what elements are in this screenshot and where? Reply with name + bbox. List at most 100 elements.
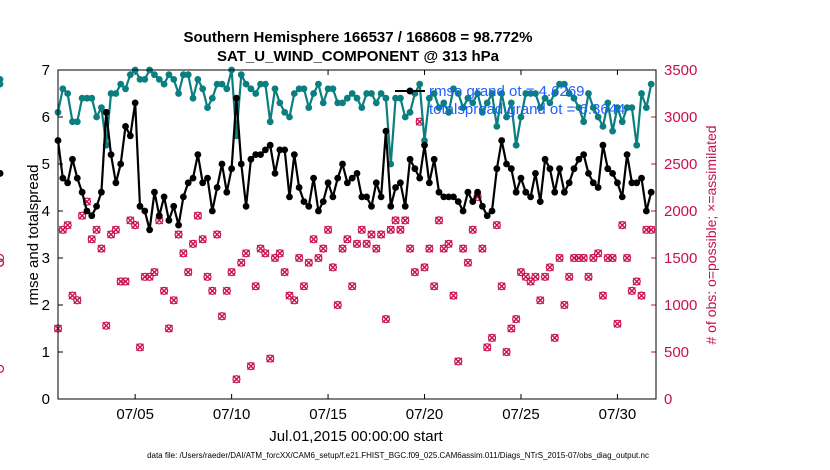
obs-possible-point xyxy=(232,375,241,384)
rmse-point xyxy=(527,193,535,201)
obs-possible-point xyxy=(521,272,530,281)
totalspread-point xyxy=(401,113,409,121)
rmse-point xyxy=(507,165,515,173)
totalspread-point xyxy=(107,90,115,97)
obs-possible-point xyxy=(545,263,555,272)
obs-assimilated-point xyxy=(319,244,328,253)
obs-possible-point xyxy=(193,211,202,220)
rmse-point xyxy=(126,132,134,140)
rmse-point xyxy=(483,212,491,220)
obs-assimilated-point xyxy=(536,296,545,305)
totalspread-point xyxy=(397,94,404,102)
rmse-point xyxy=(242,202,250,210)
y-axis-right: 0 500 1000 1500 2000 2500 3000 3500 xyxy=(651,62,697,408)
obs-possible-point xyxy=(270,253,280,263)
rmse-point xyxy=(122,123,129,130)
obs-assimilated-point xyxy=(362,239,371,248)
obs-assimilated-point xyxy=(232,375,241,384)
totalspread-point xyxy=(290,90,298,97)
rmse-point xyxy=(261,146,269,154)
totalspread-point xyxy=(609,127,616,135)
rmse-point xyxy=(218,160,226,168)
obs-possible-point xyxy=(295,253,304,263)
obs-possible-point xyxy=(92,225,101,234)
obs-assimilated-point xyxy=(391,216,400,225)
rmse-point xyxy=(464,188,472,196)
obs-possible-point xyxy=(106,230,116,239)
rmse-point xyxy=(78,188,86,196)
totalspread-point xyxy=(339,99,346,107)
rmse-point xyxy=(189,174,197,182)
totalspread-point xyxy=(353,94,361,102)
obs-possible-point xyxy=(579,253,588,263)
totalspread-point xyxy=(310,90,317,97)
obs-assimilated-point xyxy=(184,268,193,277)
obs-possible-point xyxy=(319,244,328,253)
obs-possible-point xyxy=(121,277,130,286)
rmse-point xyxy=(478,202,486,210)
x-tick-label: 07/30 xyxy=(599,406,637,423)
obs-assimilated-point xyxy=(193,211,202,220)
obs-possible-point xyxy=(594,249,603,258)
totalspread-point xyxy=(532,90,539,97)
obs-possible-point xyxy=(323,225,333,234)
obs-possible-point xyxy=(483,343,492,352)
obs-possible-point xyxy=(637,291,646,300)
totalspread-point xyxy=(98,104,105,111)
rmse-point xyxy=(536,198,544,206)
obs-assimilated-point xyxy=(502,348,511,356)
totalspread-point xyxy=(179,71,187,79)
obs-assimilated-point xyxy=(251,282,260,291)
obs-possible-point xyxy=(237,258,246,267)
obs-possible-point xyxy=(512,315,521,324)
obs-assimilated-point xyxy=(309,235,318,244)
obs-possible-point xyxy=(150,268,159,277)
rmse-point xyxy=(604,165,612,173)
totalspread-point xyxy=(204,104,211,111)
totalspread-point xyxy=(614,104,621,111)
obs-possible-point xyxy=(531,272,540,281)
rmse-point xyxy=(237,160,245,168)
totalspread-point xyxy=(0,80,4,88)
obs-assimilated-point xyxy=(102,321,111,330)
y-axis-label: rmse and totalspread xyxy=(25,165,42,306)
totalspread-point xyxy=(155,76,163,83)
rmse-point xyxy=(319,198,327,206)
y-tick-label: 4 xyxy=(42,203,50,220)
obs-assimilated-point xyxy=(598,291,607,300)
totalspread-point xyxy=(319,99,327,107)
obs-possible-point xyxy=(362,239,371,248)
obs-possible-point xyxy=(275,249,284,258)
rmse-point xyxy=(353,170,361,177)
obs-assimilated-point xyxy=(463,258,472,267)
rmse-point xyxy=(315,207,322,215)
obs-assimilated-point xyxy=(266,354,275,363)
totalspread-point xyxy=(478,108,486,116)
obs-assimilated-point xyxy=(459,244,468,253)
totalspread-point xyxy=(474,90,481,97)
totalspread-point xyxy=(348,90,356,97)
obs-possible-point xyxy=(338,244,347,253)
legend-spread-label: totalspread grand ot = 6.3644 xyxy=(429,101,625,118)
rmse-point xyxy=(252,151,260,159)
obs-assimilated-point xyxy=(111,225,120,234)
totalspread-point xyxy=(93,113,100,121)
rmse-point xyxy=(469,198,477,206)
rmse-point xyxy=(59,174,67,182)
obs-assimilated-point xyxy=(531,272,540,281)
y-tick-label: 0 xyxy=(42,391,50,408)
totalspread-point xyxy=(638,90,645,97)
obs-possible-point xyxy=(256,244,265,253)
rmse-point xyxy=(257,151,264,159)
rmse-point xyxy=(343,179,351,187)
totalspread-point xyxy=(522,90,530,97)
totalspread-point xyxy=(647,80,655,88)
legend: rmse grand ot = 4.6269 totalspread grand… xyxy=(395,83,625,118)
totalspread-point xyxy=(300,85,308,93)
rmse-point xyxy=(517,174,525,182)
totalspread-point xyxy=(117,80,125,88)
totalspread-point xyxy=(469,99,477,107)
totalspread-point xyxy=(271,85,279,93)
obs-possible-point xyxy=(68,291,77,300)
totalspread-point xyxy=(445,108,453,116)
